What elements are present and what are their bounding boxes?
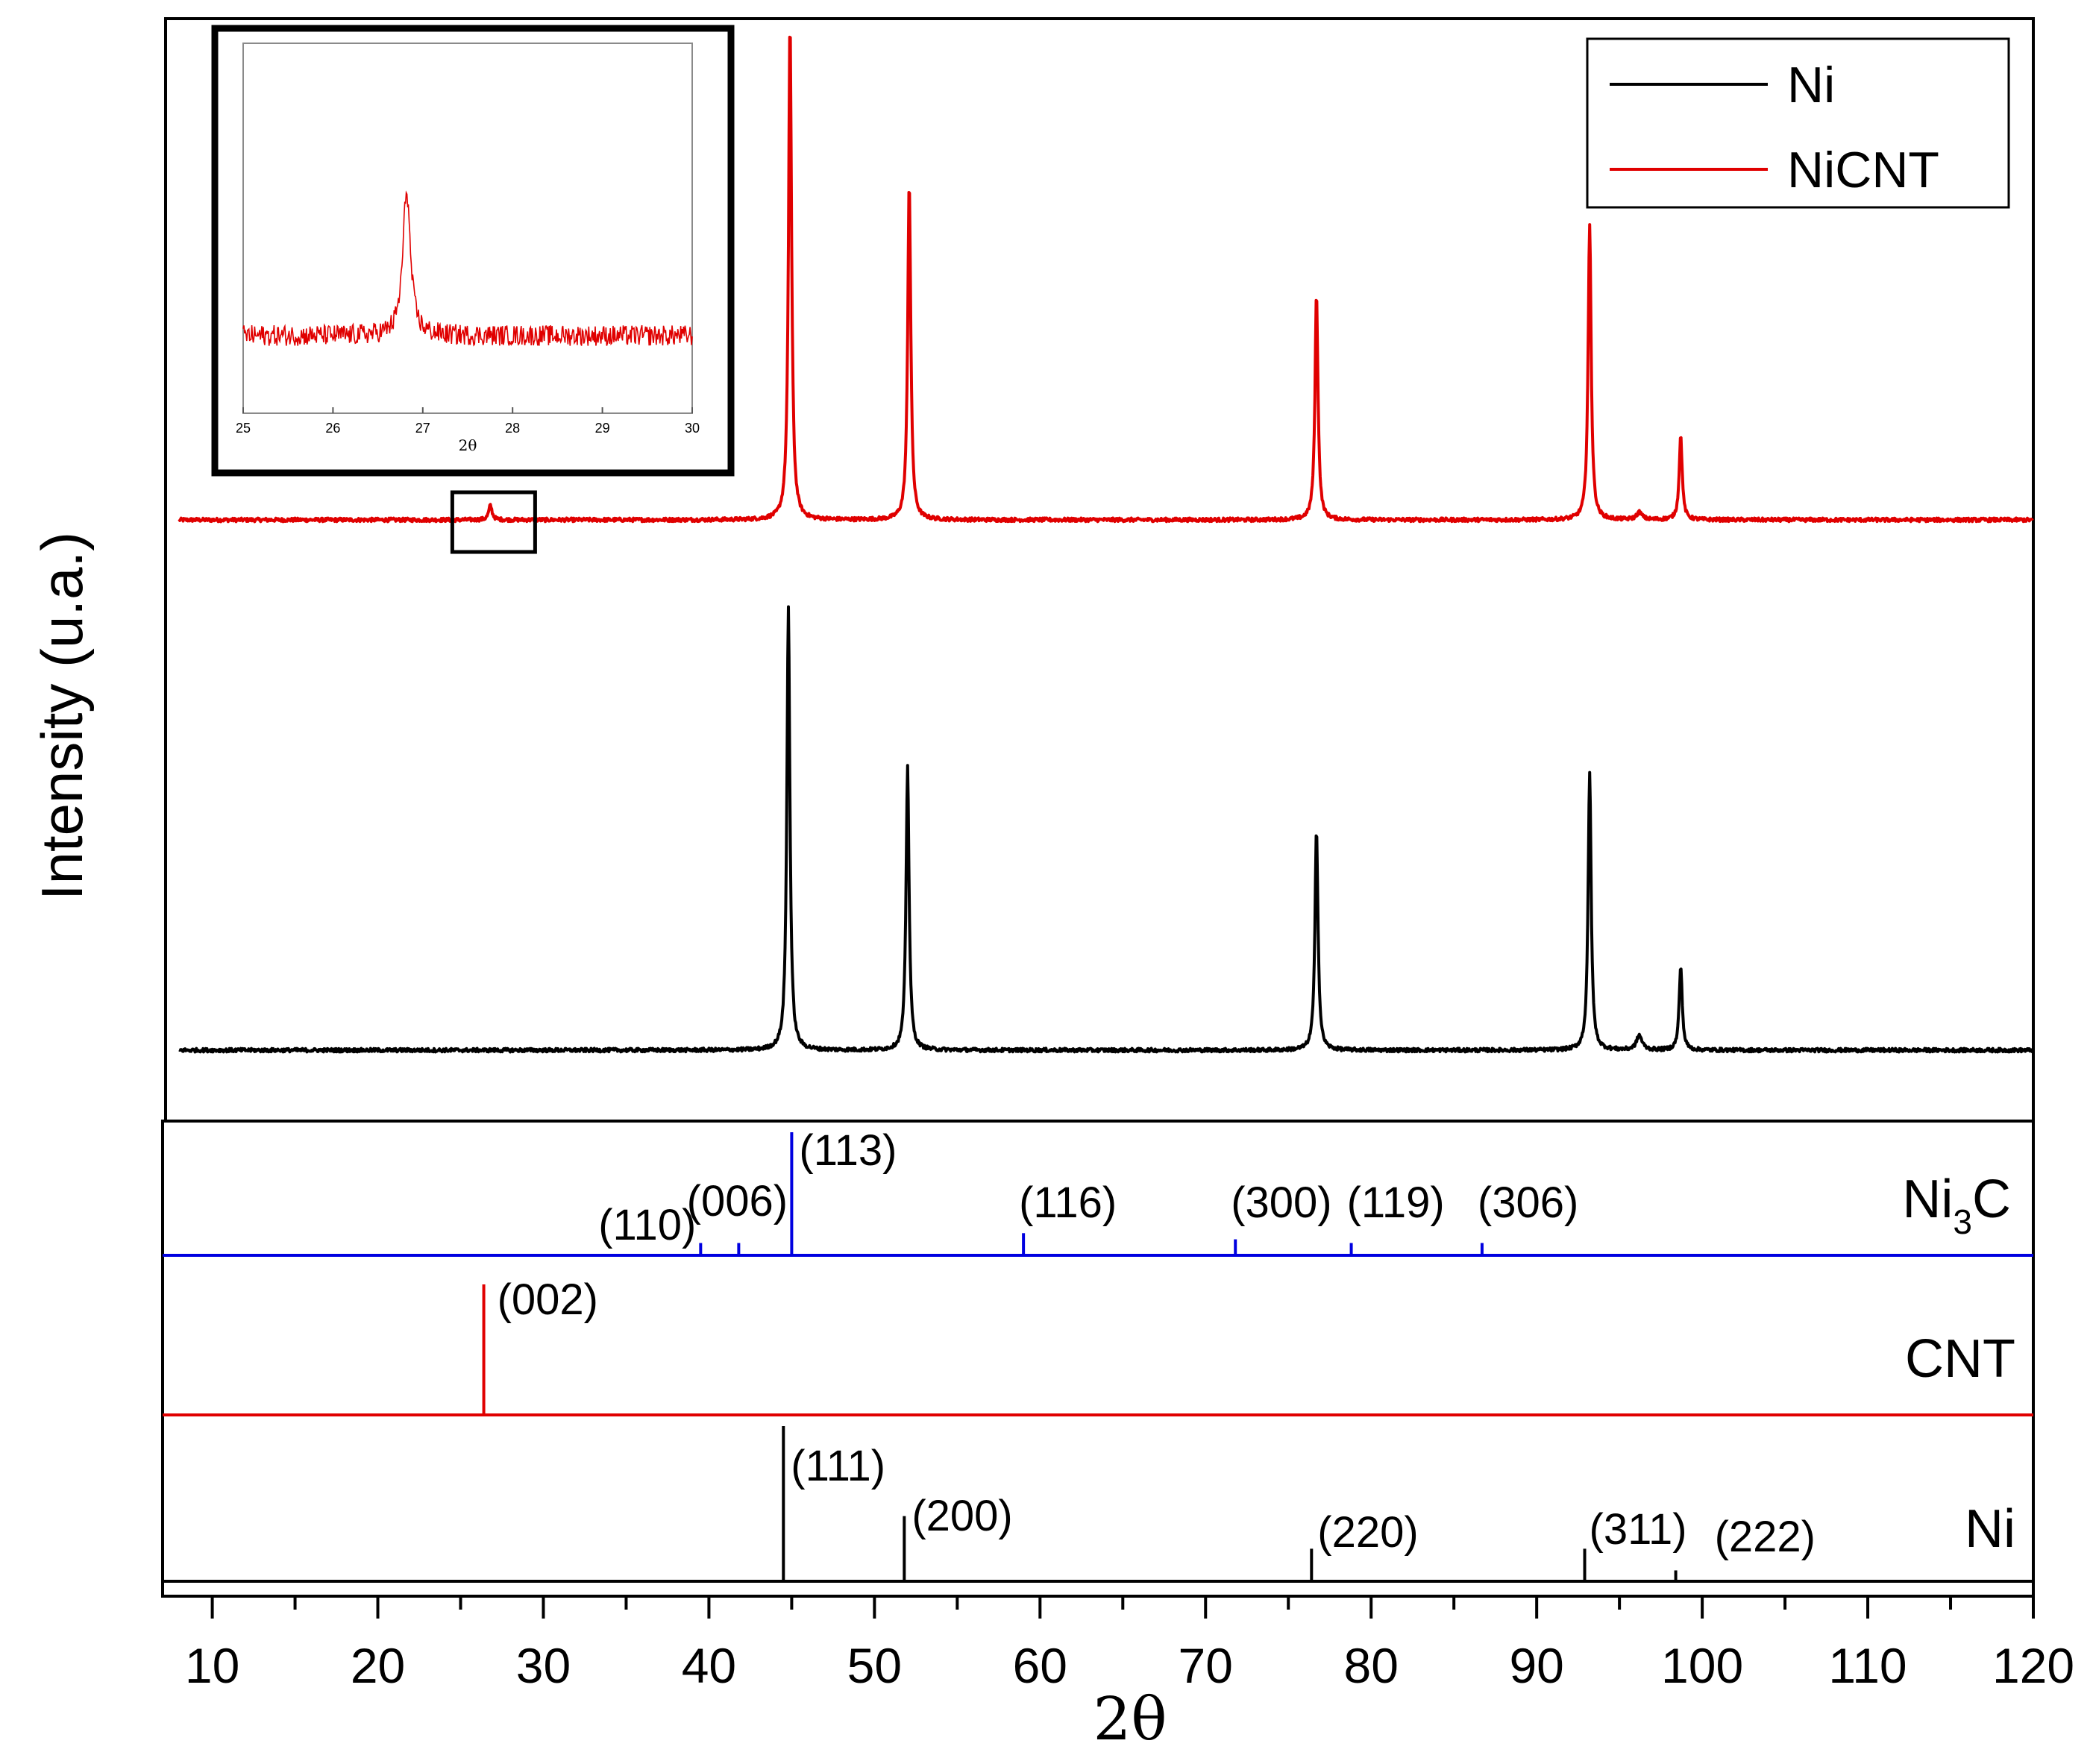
x-tick-label: 50 (847, 1638, 902, 1693)
reference-lines-layer: (110)(006)(113) (116) (300) (119) (306) (002)… (163, 1126, 2033, 1583)
x-tick-label: 120 (1992, 1638, 2074, 1693)
x-tick-label: 40 (682, 1638, 736, 1693)
reference-label-ni: (222) (1715, 1513, 1816, 1561)
panel-label-ni3c: Ni3C (1902, 1170, 2011, 1241)
reference-label-ni3c: (306) (1478, 1178, 1578, 1227)
reference-label-ni3c: (113) (799, 1126, 897, 1175)
inset-x-axis: 25 26 27 28 29 30 (236, 407, 700, 436)
x-axis-ticks: 10 20 30 40 50 60 70 80 90 100 110 120 (185, 1596, 2074, 1693)
reference-label-ni: (200) (911, 1492, 1012, 1540)
panel-label-cnt: CNT (1905, 1329, 2015, 1389)
inset-x-tick-label: 30 (685, 421, 700, 436)
x-tick-label: 20 (351, 1638, 405, 1693)
main-series-layer (178, 35, 2034, 1054)
reference-label-ni: (111) (791, 1442, 885, 1490)
inset-series-nicnt (242, 190, 693, 347)
x-tick-label: 10 (185, 1638, 239, 1693)
legend-box (1586, 37, 2010, 209)
reference-label-ni3c: (300) (1231, 1178, 1331, 1227)
series-nicnt (178, 35, 2034, 524)
x-tick-label: 30 (516, 1638, 571, 1693)
panel-label-ni3c-main: Ni (1902, 1170, 1953, 1229)
y-axis-label: Intensity (u.a.) (29, 532, 95, 900)
x-tick-label: 80 (1344, 1638, 1399, 1693)
inset-outer-border (211, 25, 735, 477)
x-tick-label: 100 (1661, 1638, 1743, 1693)
inset-panel: 25 26 27 28 29 30 2θ (211, 25, 735, 477)
reference-label-ni3c: (110) (598, 1201, 696, 1249)
legend-label-nicnt: NiCNT (1787, 142, 1939, 198)
reference-label-ni3c: (006) (687, 1177, 788, 1225)
legend: Ni NiCNT (1586, 37, 2010, 209)
x-tick-label: 90 (1509, 1638, 1563, 1693)
panel-label-ni: Ni (1965, 1499, 2015, 1559)
legend-label-ni: Ni (1787, 57, 1835, 113)
inset-x-tick-label: 29 (595, 421, 610, 436)
reference-label-ni: (220) (1317, 1508, 1418, 1557)
x-tick-label: 70 (1179, 1638, 1233, 1693)
x-tick-label: 60 (1013, 1638, 1067, 1693)
reference-label-ni3c: (116) (1019, 1178, 1117, 1227)
reference-label-ni3c: (119) (1347, 1178, 1445, 1227)
x-tick-label: 110 (1828, 1638, 1907, 1693)
reference-label-cnt: (002) (498, 1275, 598, 1324)
x-axis-label: 2θ (1093, 1684, 1167, 1754)
inset-x-tick-label: 25 (236, 421, 251, 436)
inset-x-tick-label: 26 (325, 421, 340, 436)
panel-label-ni3c-sub: 3 (1953, 1202, 1972, 1241)
panel-label-ni3c-end: C (1972, 1170, 2011, 1229)
inset-series-layer (242, 190, 693, 347)
inset-x-tick-label: 27 (415, 421, 430, 436)
inset-axes-frame (242, 43, 693, 414)
inset-x-axis-label: 2θ (459, 436, 477, 454)
reference-label-ni: (311) (1590, 1505, 1687, 1554)
inset-x-tick-label: 28 (505, 421, 520, 436)
series-ni (178, 605, 2034, 1054)
zoom-box (450, 490, 537, 554)
